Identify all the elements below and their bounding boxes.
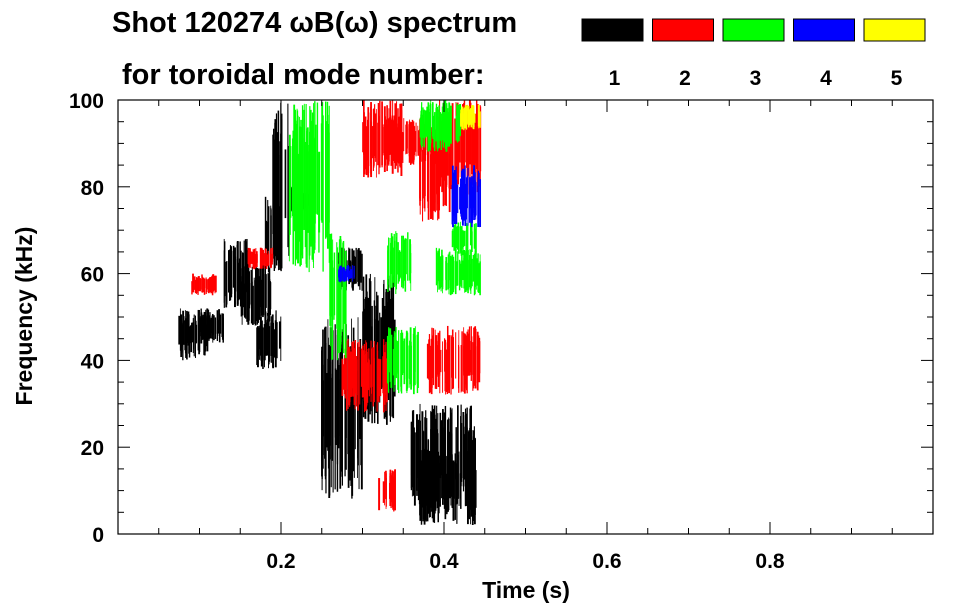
x-tick-label: 0.8 [755,550,785,573]
series-3-blob [435,247,481,296]
y-axis-title: Frequency (kHz) [11,227,37,406]
series-2-blob [378,469,396,512]
legend-label: 5 [891,67,903,90]
legend-label: 4 [820,67,832,90]
series-2-blob [426,325,481,395]
series-1-blob [239,265,272,326]
series-2-blob [362,100,403,178]
legend-swatch [652,18,714,42]
x-axis-title: Time (s) [482,577,570,603]
legend-swatch [793,18,855,42]
series-3-blob [288,101,330,273]
series-3-blob [387,231,412,295]
chart-title-line1: Shot 120274 ωB(ω) spectrum [112,7,518,39]
legend: 1 2 3 4 5 [581,18,926,90]
legend-label: 3 [750,67,762,90]
y-tick-label: 0 [92,524,104,547]
series-1-blob [272,102,290,272]
plot-frame [117,99,934,535]
y-tick-label: 100 [69,90,104,113]
legend-swatch [863,18,926,42]
data-marks [178,100,482,526]
legend-swatch [722,18,785,42]
series-5-blob [460,104,481,131]
series-2-blob [191,273,217,296]
series-3-blob [329,233,347,361]
y-tick-label: 60 [81,264,104,287]
series-1-blob [419,447,477,526]
series-1-blob [256,309,282,369]
series-3-blob [451,221,477,256]
series-4-blob [451,165,482,228]
y-axis: 0 20 40 60 80 100 [69,90,933,547]
legend-label: 1 [609,67,621,90]
y-tick-label: 20 [81,437,104,460]
series-4-blob [338,265,355,283]
x-tick-label: 0.2 [266,550,295,573]
series-1-blob [178,308,209,361]
x-tick-label: 0.6 [592,550,621,573]
series-1-blob [199,308,224,343]
series-2-blob [341,338,388,413]
chart-title-line2: for toroidal mode number: [122,59,485,91]
y-tick-label: 80 [81,177,104,200]
series-3-blob [386,326,419,395]
x-tick-label: 0.4 [429,550,459,573]
y-tick-label: 40 [81,350,104,373]
series-2-blob [247,247,274,270]
x-axis: 0.2 0.4 0.6 0.8 [158,100,893,573]
legend-label: 2 [679,67,691,90]
series-3-blob [419,100,462,152]
legend-swatch [581,18,644,42]
